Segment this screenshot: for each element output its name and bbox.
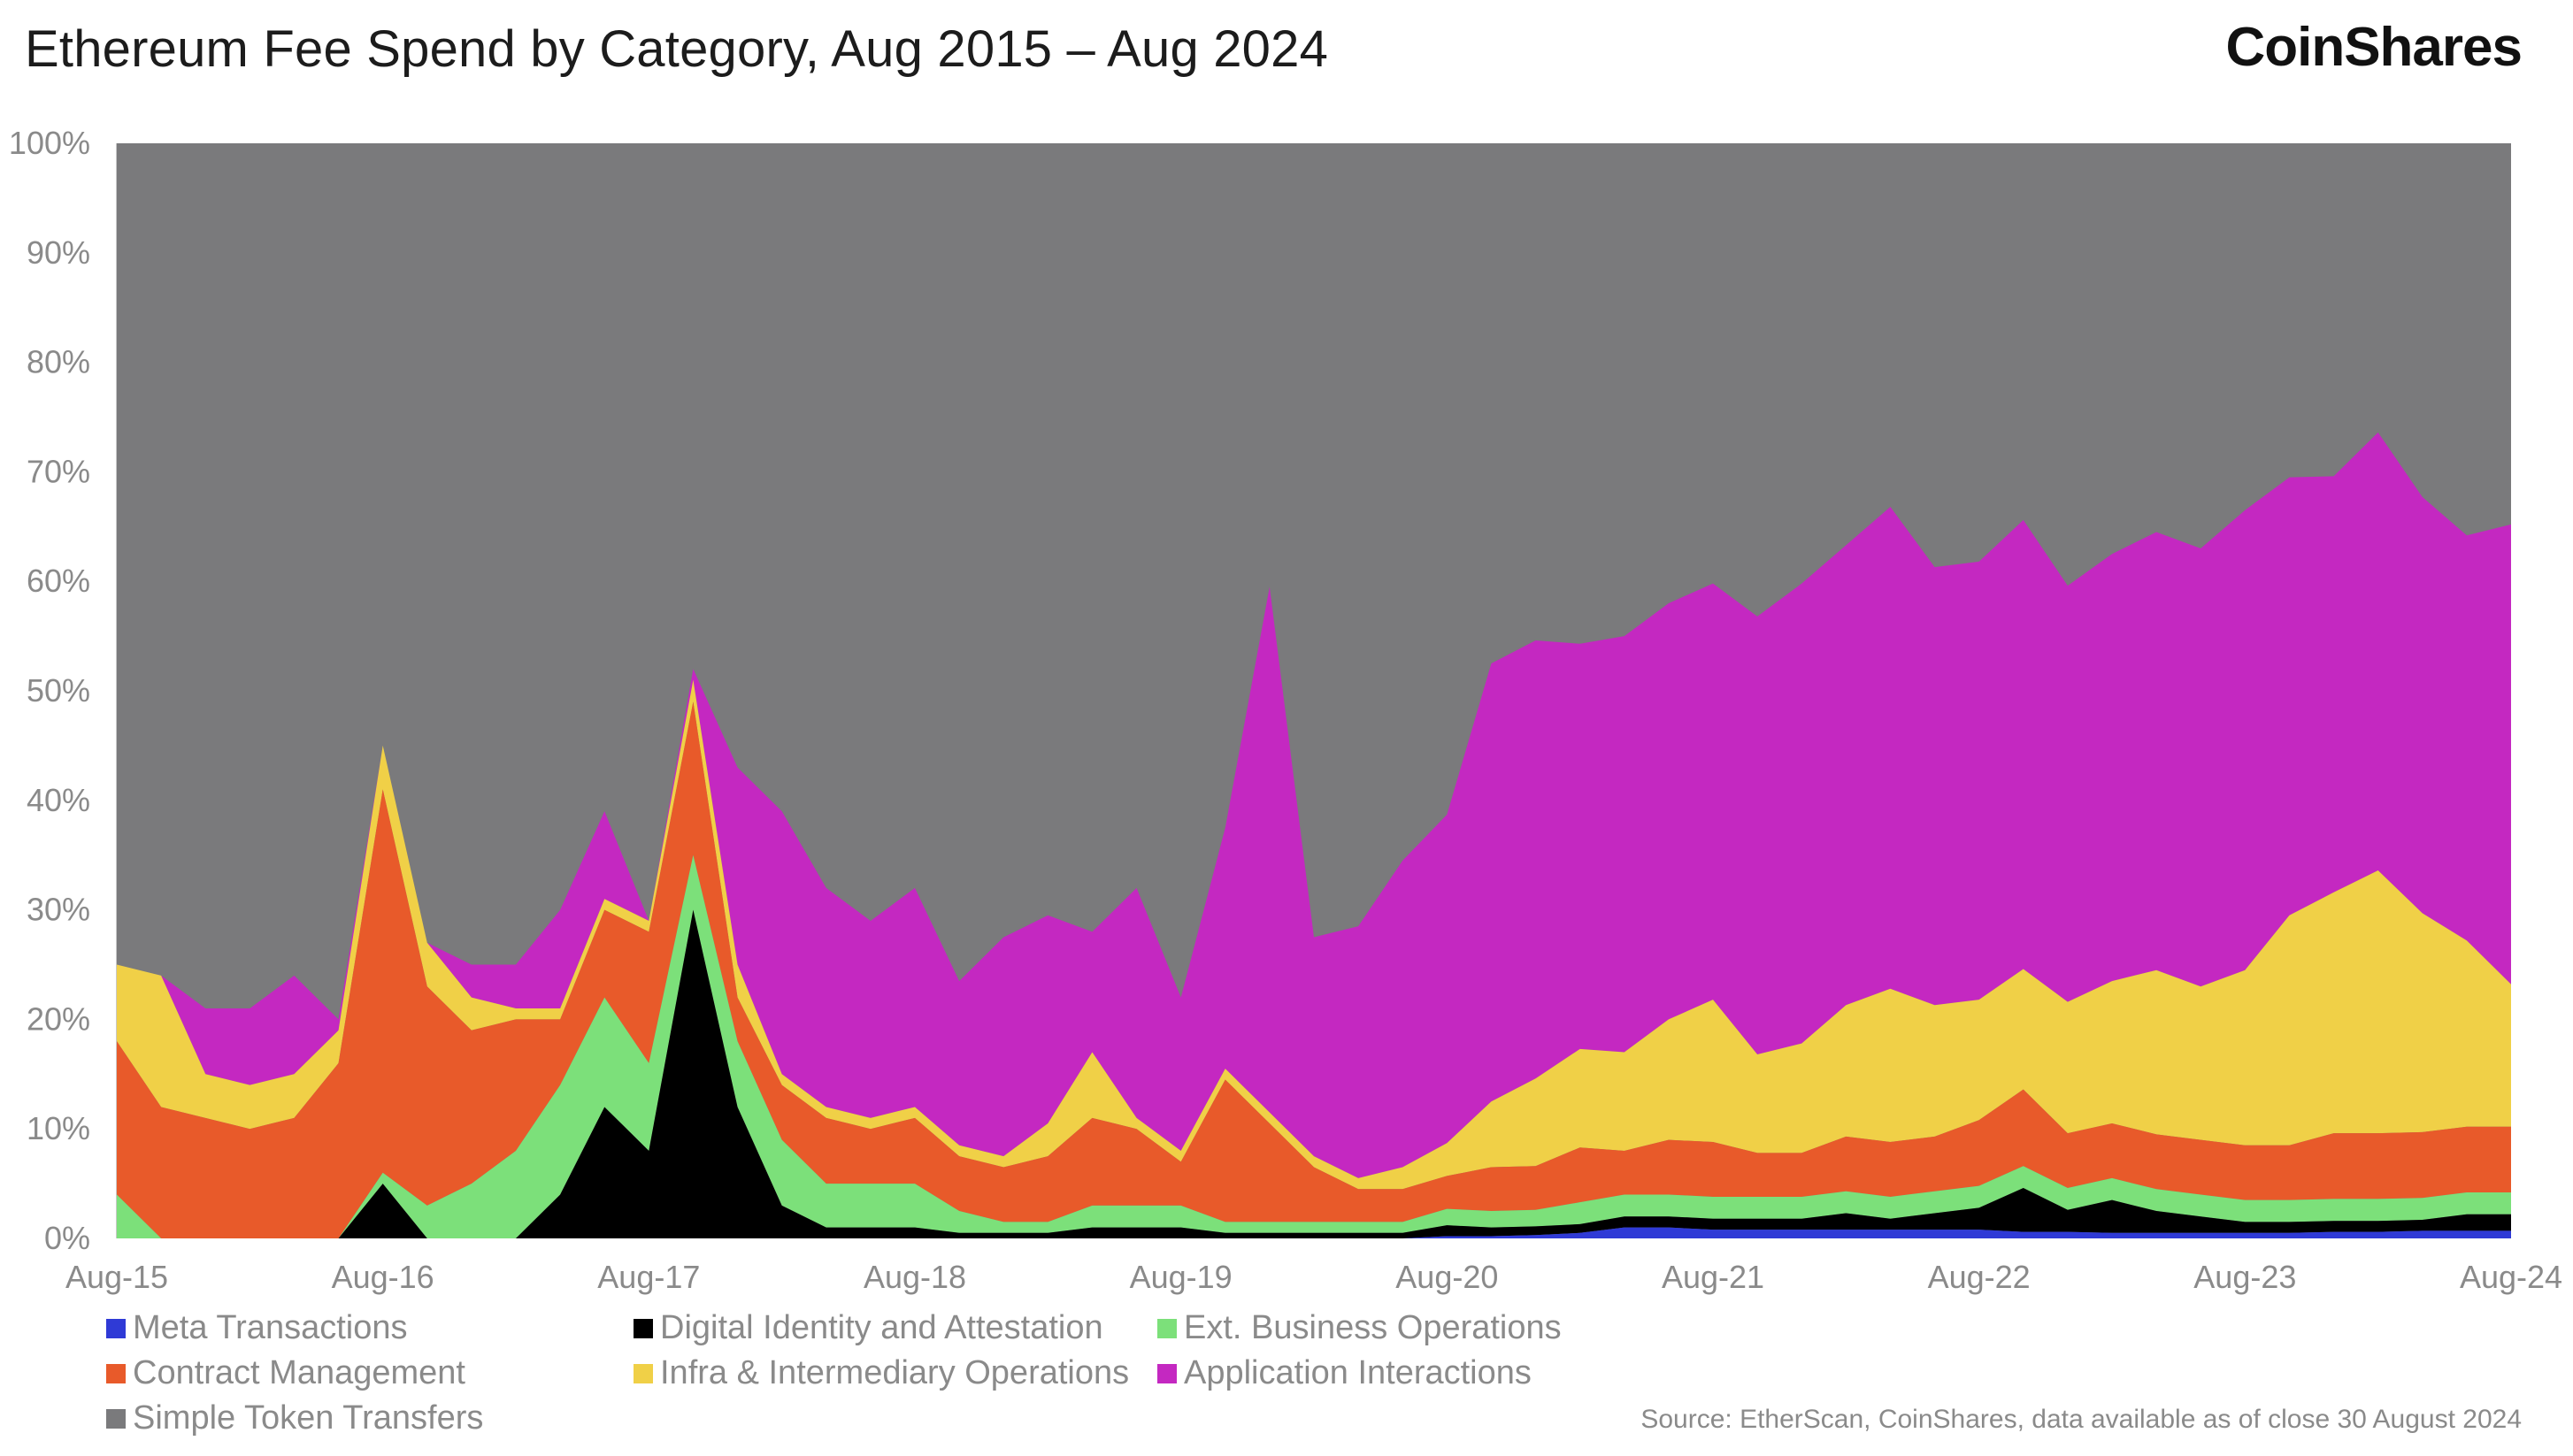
x-tick-label: Aug-21	[1662, 1259, 1764, 1295]
x-tick-label: Aug-18	[864, 1259, 966, 1295]
x-tick-label: Aug-20	[1395, 1259, 1498, 1295]
x-tick-label: Aug-15	[65, 1259, 168, 1295]
legend-item-contract-management: Contract Management	[106, 1354, 465, 1392]
y-tick-label: 90%	[27, 234, 90, 271]
legend-item-infra-intermediary-operations: Infra & Intermediary Operations	[634, 1354, 1129, 1392]
legend-label: Meta Transactions	[133, 1309, 408, 1346]
y-tick-label: 100%	[9, 125, 90, 161]
series-area-meta-transactions	[117, 1227, 2511, 1238]
y-tick-label: 70%	[27, 453, 90, 489]
legend-swatch	[106, 1318, 126, 1338]
y-tick-label: 10%	[27, 1110, 90, 1146]
legend-item-simple-token-transfers: Simple Token Transfers	[106, 1399, 483, 1437]
series-area-infra-intermediary-operations	[117, 679, 2511, 1190]
coinshares-logo: CoinShares	[2225, 17, 2523, 78]
y-axis-ticks: 0% 10% 20% 30% 40% 50% 60% 70% 80% 90% 100%	[9, 125, 118, 1256]
y-tick-label: 20%	[27, 1000, 90, 1037]
legend-swatch	[106, 1408, 126, 1429]
x-tick-label: Aug-24	[2460, 1259, 2562, 1295]
legend-item-application-interactions: Application Interactions	[1157, 1354, 1532, 1392]
x-tick-label: Aug-17	[597, 1259, 700, 1295]
y-tick-label: 30%	[27, 892, 90, 928]
legend-label: Digital Identity and Attestation	[660, 1309, 1103, 1346]
y-tick-label: 80%	[27, 344, 90, 380]
legend-label: Ext. Business Operations	[1184, 1309, 1562, 1346]
x-tick-label: Aug-19	[1130, 1259, 1233, 1295]
legend-item-digital-identity-and-attestation: Digital Identity and Attestation	[634, 1309, 1103, 1347]
source-note: Source: EtherScan, CoinShares, data avai…	[1640, 1405, 2522, 1434]
series-area-digital-identity-and-attestation	[117, 909, 2511, 1238]
x-tick-label: Aug-23	[2193, 1259, 2296, 1295]
legend-swatch	[1157, 1363, 1177, 1383]
legend-item-meta-transactions: Meta Transactions	[106, 1309, 407, 1347]
legend-label: Contract Management	[133, 1354, 465, 1391]
x-axis-ticks: Aug-15 Aug-16 Aug-17 Aug-18 Aug-19 Aug-20 Aug-…	[65, 1259, 2562, 1295]
plot-area	[117, 143, 2511, 1238]
legend-swatch	[106, 1363, 126, 1383]
legend-swatch	[1157, 1318, 1177, 1338]
y-tick-label: 50%	[27, 672, 90, 709]
series-area-contract-management	[117, 701, 2511, 1238]
series-area-ext-business-operations	[117, 854, 2511, 1238]
legend-item-ext-business-operations: Ext. Business Operations	[1157, 1309, 1562, 1347]
legend-label: Simple Token Transfers	[133, 1399, 484, 1437]
series-area-application-interactions	[117, 432, 2511, 1178]
x-tick-label: Aug-16	[332, 1259, 434, 1295]
legend-label: Application Interactions	[1184, 1354, 1532, 1391]
y-tick-label: 60%	[27, 563, 90, 599]
y-tick-label: 0%	[44, 1220, 90, 1256]
x-tick-label: Aug-22	[1928, 1259, 2031, 1295]
legend-label: Infra & Intermediary Operations	[660, 1354, 1130, 1391]
chart-title: Ethereum Fee Spend by Category, Aug 2015…	[25, 20, 1329, 78]
y-tick-label: 40%	[27, 782, 90, 818]
legend-swatch	[634, 1363, 653, 1383]
legend-swatch	[634, 1318, 653, 1338]
